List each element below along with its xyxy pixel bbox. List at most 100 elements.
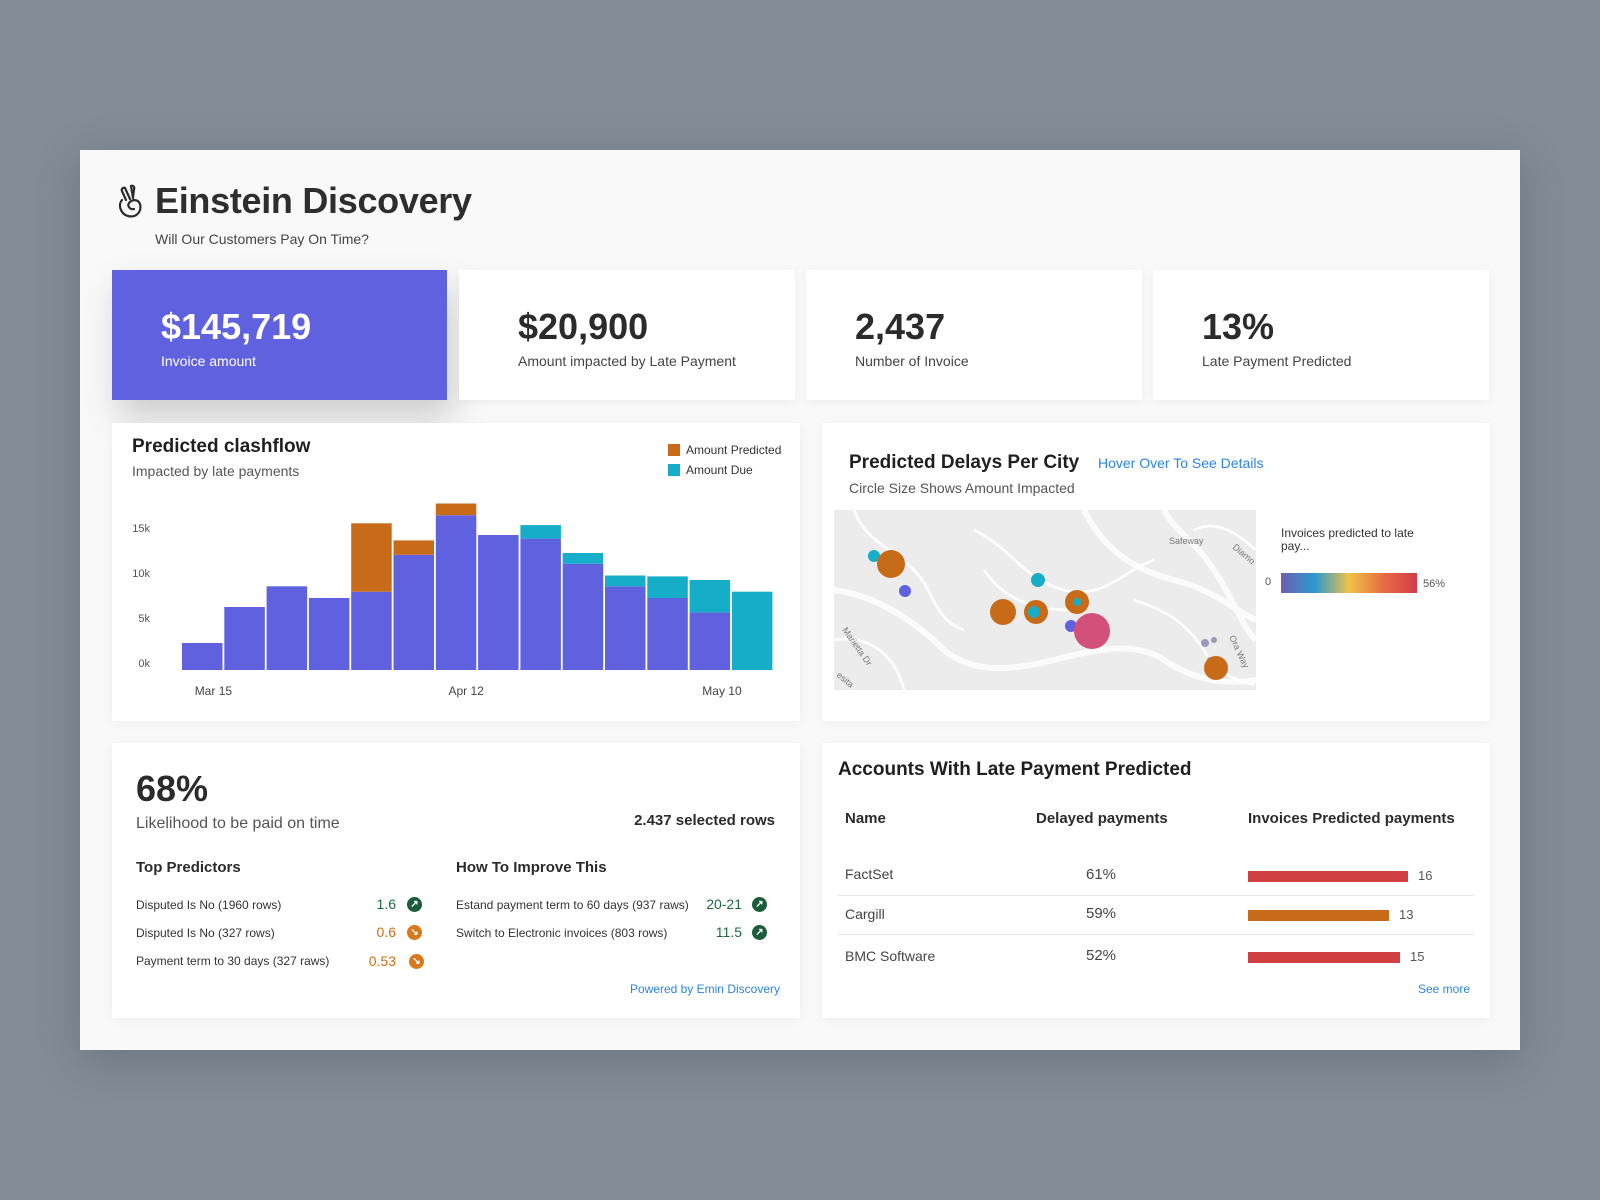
- map-roads: [834, 510, 1256, 685]
- top-predictors-title: Top Predictors: [136, 859, 241, 876]
- predictor-value: 1.6: [376, 896, 396, 912]
- bar-segment[interactable]: [562, 563, 604, 670]
- powered-by-link[interactable]: Powered by Emin Discovery: [629, 982, 780, 996]
- bar-segment[interactable]: [731, 591, 773, 670]
- kpi-value: $145,719: [161, 306, 312, 347]
- city-bubble[interactable]: [877, 550, 905, 578]
- invoices-bar: [1248, 910, 1389, 921]
- predictor-label: Disputed Is No (1960 rows): [136, 898, 282, 912]
- city-map[interactable]: Safeway Diamo Marietta Dr Ora Way esita: [834, 510, 1256, 690]
- hover-details-link[interactable]: Hover Over To See Details: [1098, 455, 1264, 471]
- improvement-value: 20-21: [706, 896, 742, 912]
- bar-segment[interactable]: [647, 598, 688, 670]
- column-header-invoices-predicted[interactable]: Invoices Predicted payments: [1248, 810, 1455, 827]
- row-divider: [838, 934, 1474, 935]
- city-bubble[interactable]: [1065, 620, 1077, 632]
- page-subtitle: Will Our Customers Pay On Time?: [155, 231, 369, 247]
- city-bubble[interactable]: [899, 585, 911, 597]
- bar-segment[interactable]: [182, 643, 223, 670]
- city-bubble[interactable]: [1201, 639, 1209, 647]
- see-more-link[interactable]: See more: [1417, 982, 1470, 996]
- kpi-value: 2,437: [855, 306, 946, 347]
- bar-segment[interactable]: [393, 540, 435, 555]
- delayed-pct: 59%: [1086, 905, 1117, 922]
- bar-segment[interactable]: [308, 598, 350, 670]
- bar-segment[interactable]: [605, 575, 646, 587]
- column-header-name[interactable]: Name: [845, 810, 886, 827]
- bar-segment[interactable]: [266, 586, 308, 670]
- improvement-label: Estand payment term to 60 days (937 raws…: [456, 898, 689, 912]
- bar-segment[interactable]: [562, 553, 604, 564]
- color-scale-max: 56%: [1423, 578, 1446, 590]
- likelihood-label: Likelihood to be paid on time: [136, 815, 340, 832]
- city-bubble[interactable]: [1074, 613, 1110, 649]
- city-bubble[interactable]: [1204, 656, 1228, 680]
- kpi-label: Number of Invoice: [855, 353, 969, 369]
- bar-segment[interactable]: [520, 525, 561, 539]
- bar-segment[interactable]: [605, 586, 646, 670]
- city-bubble[interactable]: [1073, 598, 1081, 606]
- bar-segment[interactable]: [351, 591, 392, 670]
- kpi-card-invoice-amount[interactable]: $145,719 Invoice amount: [112, 270, 447, 400]
- trend-up-icon: ↗: [752, 925, 767, 940]
- improvement-label: Switch to Electronic invoices (803 rows): [456, 926, 668, 940]
- city-bubble[interactable]: [1211, 637, 1217, 643]
- city-bubble[interactable]: [990, 599, 1016, 625]
- bar-segment[interactable]: [435, 503, 477, 516]
- legend-amount-predicted[interactable]: Amount Predicted: [668, 443, 781, 457]
- legend-amount-due[interactable]: Amount Due: [668, 463, 753, 477]
- selected-rows: 2.437 selected rows: [634, 812, 775, 829]
- accounts-title: Accounts With Late Payment Predicted: [838, 759, 1192, 780]
- improvement-value: 11.5: [715, 924, 742, 940]
- invoices-count: 13: [1399, 907, 1414, 922]
- kpi-card-amount-impacted[interactable]: $20,900 Amount impacted by Late Payment: [459, 270, 795, 400]
- city-bubble[interactable]: [1031, 573, 1045, 587]
- bar-segment[interactable]: [689, 580, 731, 613]
- x-tick-label: Mar 15: [195, 684, 233, 698]
- accounts-panel: Accounts With Late Payment Predicted Nam…: [822, 743, 1490, 1018]
- page-title: Einstein Discovery: [155, 180, 472, 221]
- predictor-label: Disputed Is No (327 rows): [136, 926, 275, 940]
- kpi-card-number-of-invoice[interactable]: 2,437 Number of Invoice: [806, 270, 1142, 400]
- invoices-count: 16: [1418, 868, 1433, 883]
- account-name: Cargill: [845, 906, 885, 922]
- bar-segment[interactable]: [520, 538, 561, 670]
- einstein-hand-logo-icon: [118, 184, 142, 218]
- color-scale-min: 0: [1265, 576, 1272, 588]
- trend-up-icon: ↗: [407, 897, 422, 912]
- color-scale-bar: [1281, 573, 1417, 593]
- likelihood-value: 68%: [136, 768, 209, 809]
- kpi-label: Late Payment Predicted: [1202, 353, 1352, 369]
- cashflow-subtitle: Impacted by late payments: [132, 463, 300, 479]
- delayed-pct: 61%: [1086, 866, 1117, 883]
- bar-segment[interactable]: [478, 535, 519, 670]
- bar-segment[interactable]: [351, 523, 392, 592]
- kpi-card-late-payment-predicted[interactable]: 13% Late Payment Predicted: [1153, 270, 1489, 400]
- y-tick-label: 0k: [138, 658, 150, 670]
- invoices-count: 15: [1410, 949, 1425, 964]
- bar-segment[interactable]: [393, 554, 435, 670]
- bar-segment[interactable]: [224, 607, 265, 670]
- bar-segment[interactable]: [689, 612, 731, 670]
- row-divider: [838, 895, 1474, 896]
- x-tick-label: May 10: [702, 684, 742, 698]
- predictor-label: Payment term to 30 days (327 raws): [136, 954, 330, 968]
- cashflow-panel: Predicted clashflow Impacted by late pay…: [112, 423, 800, 721]
- map-subtitle: Circle Size Shows Amount Impacted: [849, 480, 1075, 496]
- trend-up-icon: ↗: [752, 897, 767, 912]
- likelihood-panel: 68% Likelihood to be paid on time 2.437 …: [112, 743, 800, 1018]
- y-tick-label: 15k: [132, 523, 150, 535]
- city-bubbles[interactable]: [868, 550, 1228, 680]
- kpi-value: 13%: [1202, 306, 1275, 347]
- column-header-delayed[interactable]: Delayed payments: [1036, 810, 1168, 827]
- account-name: BMC Software: [845, 948, 936, 964]
- cashflow-title: Predicted clashflow: [132, 436, 311, 457]
- dashboard-board: Einstein Discovery Will Our Customers Pa…: [80, 150, 1520, 1050]
- y-tick-label: 10k: [132, 568, 150, 580]
- legend-label: Amount Due: [686, 463, 753, 477]
- x-tick-label: Apr 12: [448, 684, 484, 698]
- city-bubble[interactable]: [1028, 606, 1040, 618]
- bar-segment[interactable]: [435, 515, 477, 670]
- city-bubble[interactable]: [868, 550, 880, 562]
- bar-segment[interactable]: [647, 576, 688, 598]
